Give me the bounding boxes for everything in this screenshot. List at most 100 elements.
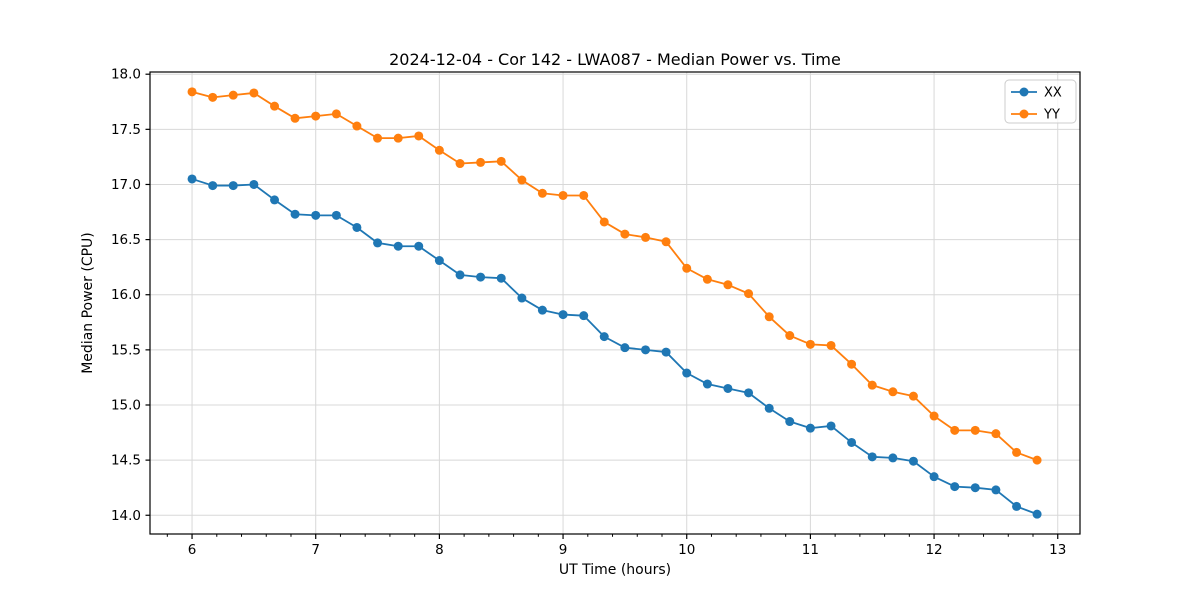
data-point-XX <box>290 209 300 219</box>
data-point-YY <box>888 387 898 397</box>
data-point-YY <box>970 425 980 435</box>
data-point-YY <box>393 133 403 143</box>
data-point-YY <box>496 156 506 166</box>
y-axis-label: Median Power (CPU) <box>80 232 96 374</box>
data-point-XX <box>991 485 1001 495</box>
data-point-YY <box>352 121 362 131</box>
data-point-XX <box>620 343 630 353</box>
data-point-YY <box>579 190 589 200</box>
x-axis-label: UT Time (hours) <box>558 562 672 578</box>
data-point-YY <box>558 190 568 200</box>
y-tick-label: 14.5 <box>111 453 141 469</box>
data-point-XX <box>950 482 960 492</box>
x-tick-label: 8 <box>435 542 444 558</box>
data-point-YY <box>1012 447 1022 457</box>
data-point-XX <box>867 452 877 462</box>
data-point-YY <box>682 263 692 273</box>
y-tick-label: 15.5 <box>111 342 141 358</box>
x-tick-label: 11 <box>802 542 819 558</box>
data-point-XX <box>311 210 321 220</box>
chart-title: 2024-12-04 - Cor 142 - LWA087 - Median P… <box>389 50 841 69</box>
data-point-XX <box>723 383 733 393</box>
y-tick-label: 14.0 <box>111 508 141 524</box>
data-point-XX <box>187 174 197 184</box>
x-tick-label: 10 <box>678 542 695 558</box>
data-point-XX <box>476 272 486 282</box>
data-point-XX <box>682 368 692 378</box>
legend-label-XX: XX <box>1044 86 1062 101</box>
data-point-XX <box>249 179 259 189</box>
data-point-YY <box>805 339 815 349</box>
data-point-XX <box>414 241 424 251</box>
data-point-XX <box>434 256 444 266</box>
data-point-YY <box>702 274 712 284</box>
data-point-XX <box>558 310 568 320</box>
data-point-XX <box>352 222 362 232</box>
y-tick-label: 18.0 <box>111 67 141 83</box>
data-point-YY <box>785 331 795 341</box>
data-point-XX <box>661 347 671 357</box>
data-point-YY <box>311 111 321 121</box>
legend <box>1004 79 1077 124</box>
data-point-YY <box>764 312 774 322</box>
data-point-YY <box>661 237 671 247</box>
y-tick-label: 17.5 <box>111 122 141 138</box>
data-point-XX <box>393 241 403 251</box>
data-point-XX <box>517 293 527 303</box>
y-tick-label: 16.0 <box>111 287 141 303</box>
data-point-YY <box>331 109 341 119</box>
data-point-XX <box>888 453 898 463</box>
y-tick-label: 16.5 <box>111 232 141 248</box>
data-point-YY <box>373 133 383 143</box>
data-point-XX <box>702 379 712 389</box>
data-point-YY <box>187 87 197 97</box>
data-point-YY <box>249 88 259 98</box>
data-point-YY <box>847 359 857 369</box>
data-point-XX <box>455 270 465 280</box>
data-point-XX <box>537 305 547 315</box>
data-point-YY <box>950 425 960 435</box>
data-point-XX <box>599 332 609 342</box>
data-point-YY <box>414 131 424 141</box>
data-point-YY <box>1032 455 1042 465</box>
data-point-XX <box>331 210 341 220</box>
x-tick-label: 9 <box>559 542 568 558</box>
data-point-XX <box>929 472 939 482</box>
data-point-YY <box>723 280 733 290</box>
x-tick-label: 7 <box>311 542 320 558</box>
data-point-YY <box>929 411 939 421</box>
data-point-XX <box>373 238 383 248</box>
data-point-XX <box>641 345 651 355</box>
data-point-YY <box>434 145 444 155</box>
data-point-XX <box>970 483 980 493</box>
data-point-YY <box>476 157 486 167</box>
data-point-XX <box>847 437 857 447</box>
legend-marker-XX <box>1019 87 1029 97</box>
data-point-YY <box>517 175 527 185</box>
data-point-XX <box>579 311 589 321</box>
data-point-XX <box>228 181 238 191</box>
data-point-XX <box>1032 509 1042 519</box>
data-point-YY <box>455 159 465 169</box>
data-point-XX <box>826 421 836 431</box>
data-point-XX <box>908 456 918 466</box>
data-point-YY <box>270 101 280 111</box>
data-point-XX <box>744 388 754 398</box>
y-tick-label: 15.0 <box>111 397 141 413</box>
data-point-XX <box>785 417 795 427</box>
data-point-YY <box>867 380 877 390</box>
legend-marker-YY <box>1019 109 1029 119</box>
data-point-YY <box>744 289 754 299</box>
data-point-XX <box>496 273 506 283</box>
legend-label-YY: YY <box>1043 108 1060 123</box>
data-point-XX <box>1012 501 1022 511</box>
data-point-YY <box>537 188 547 198</box>
x-tick-label: 12 <box>925 542 942 558</box>
data-point-YY <box>620 229 630 239</box>
data-point-XX <box>805 423 815 433</box>
data-point-YY <box>208 92 218 102</box>
x-tick-label: 6 <box>188 542 197 558</box>
data-point-YY <box>290 113 300 123</box>
